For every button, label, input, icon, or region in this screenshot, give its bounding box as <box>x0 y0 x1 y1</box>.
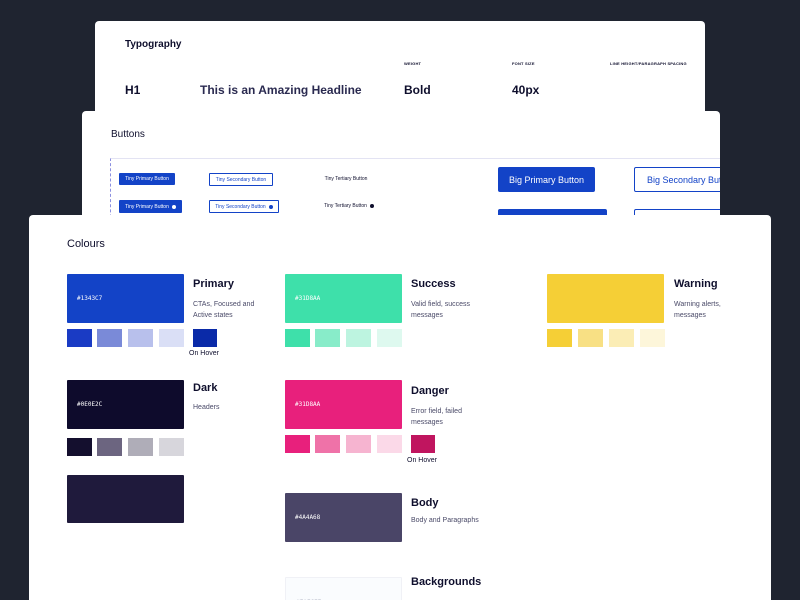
tiny-secondary-label: Tiny Secondary Button <box>215 203 266 210</box>
info-icon <box>268 204 273 209</box>
success-name: Success <box>411 278 456 290</box>
success-swatch: #31D8AA <box>285 274 402 323</box>
buttons-title: Buttons <box>111 129 145 140</box>
colours-title: Colours <box>67 238 105 250</box>
tiny-secondary-label: Tiny Secondary Button <box>215 176 267 183</box>
danger-swatch: #31D8AA <box>285 380 402 429</box>
body-swatch: #4A4A68 <box>285 493 402 542</box>
buttons-card: Buttons Tiny Primary Button Tiny Seconda… <box>82 111 720 221</box>
primary-shade-2 <box>97 329 122 347</box>
weight-header: WEIGHT <box>404 61 422 66</box>
h1-sample: This is an Amazing Headline <box>200 83 362 97</box>
colours-card: Colours #1343C7 Primary CTAs, Focused an… <box>29 215 771 600</box>
tiny-primary-button[interactable]: Tiny Primary Button <box>119 173 175 185</box>
tiny-secondary-icon-button[interactable]: Tiny Secondary Button <box>209 200 279 213</box>
backgrounds-name: Backgrounds <box>411 576 482 588</box>
tiny-tertiary-label: Tiny Tertiary Button <box>324 203 367 209</box>
danger-hover-swatch <box>411 435 435 453</box>
tiny-tertiary-icon-button[interactable]: Tiny Tertiary Button <box>320 200 378 212</box>
primary-swatch: #1343C7 <box>67 274 184 323</box>
button-grid <box>110 158 720 221</box>
h1-size: 40px <box>512 83 540 97</box>
h1-weight: Bold <box>404 83 431 97</box>
danger-on-hover-label: On Hover <box>407 457 437 464</box>
success-shade-4 <box>377 329 402 347</box>
primary-hex: #1343C7 <box>77 295 103 302</box>
typography-title: Typography <box>125 39 182 50</box>
danger-shade-1 <box>285 435 310 453</box>
dark-desc: Headers <box>193 404 220 411</box>
body-hex: #4A4A68 <box>295 514 321 521</box>
primary-hover-swatch <box>193 329 217 347</box>
success-desc: Valid field, success messages <box>411 301 471 319</box>
big-primary-button[interactable]: Big Primary Button <box>498 167 595 192</box>
dark-shade-1 <box>67 438 92 456</box>
tiny-primary-label: Tiny Primary Button <box>125 203 169 210</box>
primary-name: Primary <box>193 278 234 290</box>
primary-shade-3 <box>128 329 153 347</box>
primary-on-hover-label: On Hover <box>189 350 219 357</box>
warning-desc: Warning alerts, messages <box>674 301 721 319</box>
success-hex: #31D8AA <box>295 295 321 302</box>
primary-shade-1 <box>67 329 92 347</box>
backgrounds-swatch: #FAFCFE <box>285 577 402 600</box>
dark-shade-4 <box>159 438 184 456</box>
big-secondary-button[interactable]: Big Secondary Butt <box>634 167 720 192</box>
dark-hex: #0E0E2C <box>77 401 103 408</box>
tiny-primary-label: Tiny Primary Button <box>125 176 169 182</box>
primary-desc: CTAs, Focused and Active states <box>193 301 255 319</box>
danger-shade-2 <box>315 435 340 453</box>
tiny-primary-icon-button[interactable]: Tiny Primary Button <box>119 200 182 213</box>
warning-shade-3 <box>609 329 634 347</box>
tiny-secondary-button[interactable]: Tiny Secondary Button <box>209 173 273 186</box>
dark-swatch: #0E0E2C <box>67 380 184 429</box>
danger-name: Danger <box>411 385 449 397</box>
danger-shade-4 <box>377 435 402 453</box>
danger-desc: Error field, failed messages <box>411 408 462 426</box>
big-primary-label: Big Primary Button <box>508 174 585 185</box>
success-shade-1 <box>285 329 310 347</box>
danger-hex: #31D8AA <box>295 401 321 408</box>
big-secondary-label: Big Secondary Butt <box>647 174 720 185</box>
extra-dark-swatch <box>67 475 184 523</box>
line-height-header: LINE HEIGHT/PARAGRAPH SPACING <box>610 61 687 66</box>
dark-shade-2 <box>97 438 122 456</box>
typography-card: Typography WEIGHT FONT SIZE LINE HEIGHT/… <box>95 21 705 116</box>
info-icon <box>369 204 374 208</box>
danger-shade-3 <box>346 435 371 453</box>
tiny-tertiary-button[interactable]: Tiny Tertiary Button <box>320 173 372 185</box>
success-shade-3 <box>346 329 371 347</box>
tiny-tertiary-label: Tiny Tertiary Button <box>324 176 368 182</box>
body-name: Body <box>411 497 439 509</box>
primary-shade-4 <box>159 329 184 347</box>
success-shade-2 <box>315 329 340 347</box>
warning-name: Warning <box>674 278 718 290</box>
font-size-header: FONT SIZE <box>512 61 535 66</box>
body-desc: Body and Paragraphs <box>411 517 479 524</box>
warning-shade-4 <box>640 329 665 347</box>
info-icon <box>171 204 176 209</box>
dark-shade-3 <box>128 438 153 456</box>
warning-shade-2 <box>578 329 603 347</box>
warning-shade-1 <box>547 329 572 347</box>
warning-swatch <box>547 274 664 323</box>
h1-tag: H1 <box>125 83 141 97</box>
dark-name: Dark <box>193 382 218 394</box>
